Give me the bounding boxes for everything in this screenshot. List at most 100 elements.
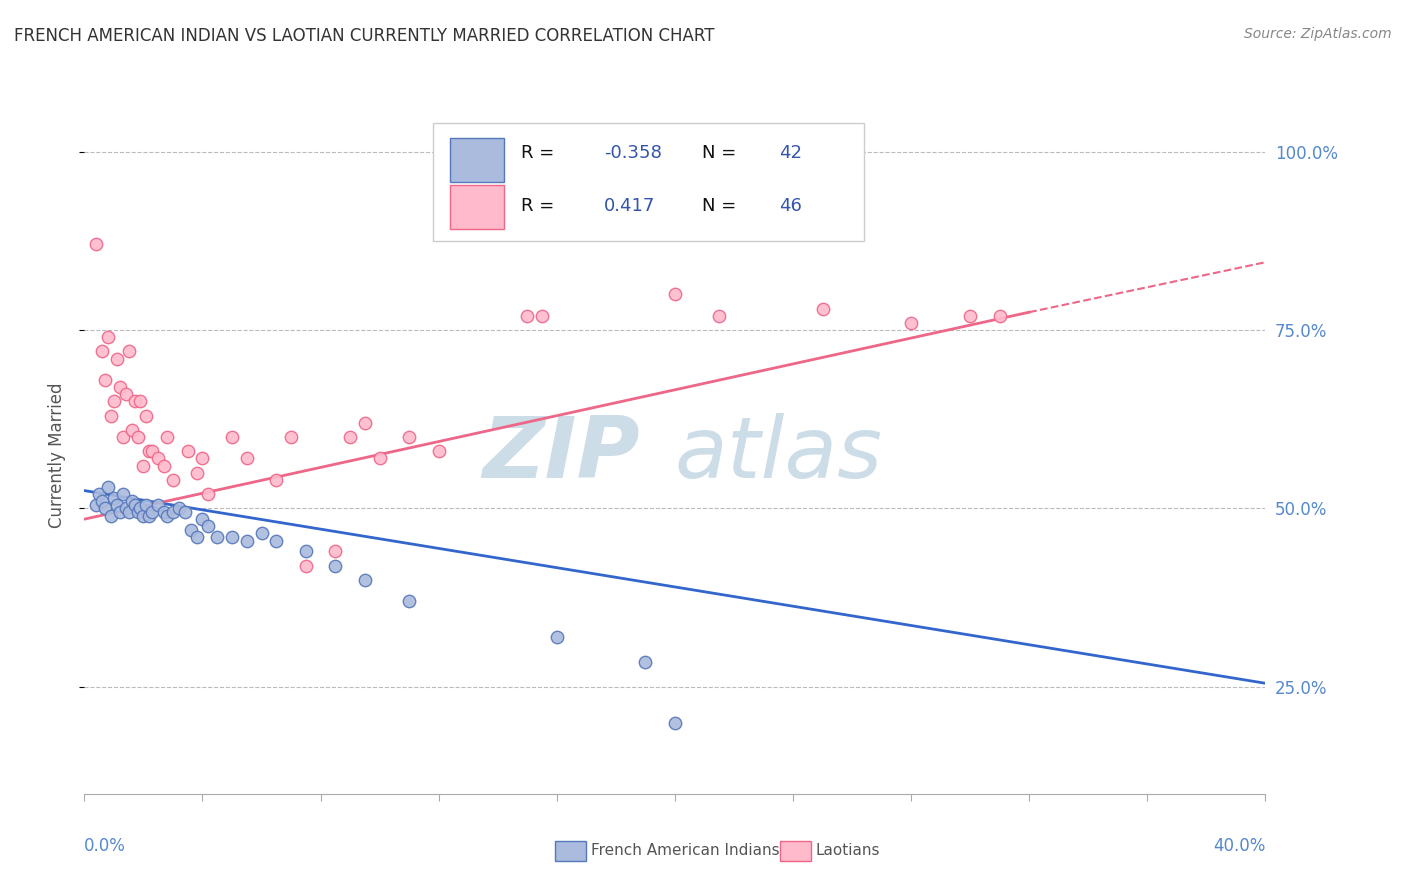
Point [141, 505, 163, 519]
Point [354, 416, 377, 430]
Text: FRENCH AMERICAN INDIAN VS LAOTIAN CURRENTLY MARRIED CORRELATION CHART: FRENCH AMERICAN INDIAN VS LAOTIAN CURREN… [14, 27, 714, 45]
Point [264, 533, 288, 548]
Point [153, 458, 176, 473]
Text: 46: 46 [779, 197, 801, 215]
Point [124, 498, 146, 512]
Point [264, 473, 288, 487]
Point [138, 444, 160, 458]
Point [141, 444, 163, 458]
Point [398, 430, 420, 444]
Point [546, 630, 568, 644]
Text: R =: R = [522, 145, 561, 162]
Point [664, 287, 686, 301]
Text: 0.417: 0.417 [605, 197, 655, 215]
Point [135, 498, 157, 512]
Point [84, 498, 107, 512]
Point [127, 430, 149, 444]
FancyBboxPatch shape [433, 123, 863, 242]
Point [180, 523, 202, 537]
Point [709, 309, 731, 323]
Point [295, 558, 318, 573]
Point [91, 344, 114, 359]
Text: atlas: atlas [675, 413, 883, 497]
Point [105, 351, 128, 366]
Text: Source: ZipAtlas.com: Source: ZipAtlas.com [1244, 27, 1392, 41]
Point [97, 480, 120, 494]
Point [323, 544, 347, 558]
Point [156, 430, 179, 444]
Point [148, 451, 170, 466]
Text: 0.0%: 0.0% [84, 837, 127, 855]
Point [89, 487, 111, 501]
Point [135, 409, 157, 423]
Text: 40.0%: 40.0% [1213, 837, 1265, 855]
Point [132, 508, 155, 523]
Point [900, 316, 922, 330]
Point [114, 501, 136, 516]
Point [295, 544, 318, 558]
Point [186, 530, 208, 544]
Point [197, 487, 219, 501]
Point [959, 309, 981, 323]
Point [108, 505, 131, 519]
Point [84, 237, 107, 252]
Point [197, 519, 219, 533]
Point [177, 444, 200, 458]
Point [129, 394, 152, 409]
Point [236, 533, 259, 548]
Point [94, 501, 117, 516]
Point [129, 501, 152, 516]
Point [103, 394, 125, 409]
Point [427, 444, 450, 458]
Point [221, 430, 243, 444]
Point [191, 451, 214, 466]
Point [121, 494, 143, 508]
Point [988, 309, 1011, 323]
Point [111, 487, 134, 501]
Text: ZIP: ZIP [482, 413, 640, 497]
Point [221, 530, 243, 544]
Point [114, 387, 136, 401]
Point [153, 505, 176, 519]
Point [398, 594, 420, 608]
Text: Laotians: Laotians [815, 844, 880, 858]
Text: N =: N = [702, 145, 742, 162]
Y-axis label: Currently Married: Currently Married [48, 382, 66, 528]
Point [205, 530, 228, 544]
Point [100, 508, 122, 523]
Point [132, 458, 155, 473]
Point [156, 508, 179, 523]
Point [118, 505, 141, 519]
Point [173, 505, 195, 519]
Point [191, 512, 214, 526]
Point [118, 344, 141, 359]
Point [167, 501, 190, 516]
Point [162, 473, 184, 487]
FancyBboxPatch shape [450, 137, 503, 182]
Point [368, 451, 391, 466]
Point [121, 423, 143, 437]
Point [811, 301, 834, 316]
Point [124, 394, 146, 409]
Text: French American Indians: French American Indians [591, 844, 779, 858]
Point [100, 409, 122, 423]
Point [280, 430, 302, 444]
FancyBboxPatch shape [450, 186, 503, 229]
Point [91, 494, 114, 508]
Point [108, 380, 131, 394]
Text: N =: N = [702, 197, 742, 215]
Point [323, 558, 347, 573]
Text: R =: R = [522, 197, 561, 215]
Point [250, 526, 273, 541]
Point [339, 430, 361, 444]
Point [105, 498, 128, 512]
Point [148, 498, 170, 512]
Point [111, 430, 134, 444]
Point [516, 309, 538, 323]
Point [186, 466, 208, 480]
Point [94, 373, 117, 387]
Point [138, 508, 160, 523]
Point [664, 715, 686, 730]
Point [127, 505, 149, 519]
Point [236, 451, 259, 466]
